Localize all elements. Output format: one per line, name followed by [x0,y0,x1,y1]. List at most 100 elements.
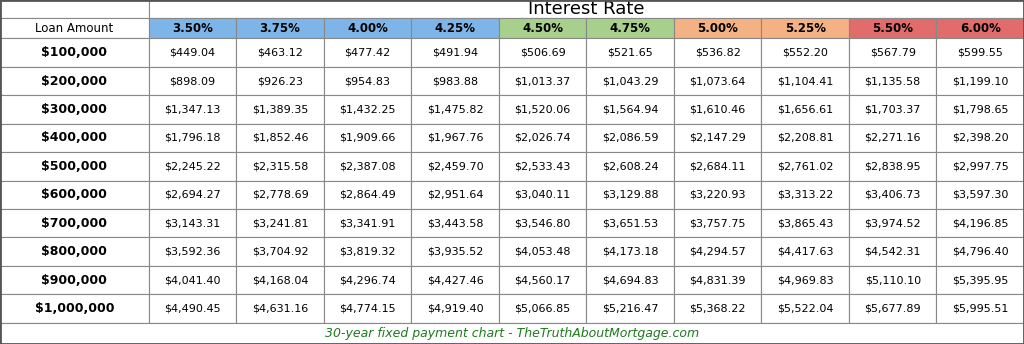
Text: 5.50%: 5.50% [872,22,913,35]
Text: $2,761.02: $2,761.02 [777,161,834,171]
Text: $800,000: $800,000 [41,245,108,258]
Bar [148,0,1024,19]
Text: $3,341.91: $3,341.91 [339,218,396,228]
Text: $100,000: $100,000 [41,46,108,59]
Bar [0,181,148,209]
Text: $983.88: $983.88 [432,76,478,86]
Bar [324,294,412,323]
Text: $4,427.46: $4,427.46 [427,275,483,285]
Text: $3,819.32: $3,819.32 [339,247,396,257]
Text: $3,143.31: $3,143.31 [165,218,221,228]
Bar [674,124,762,152]
Bar [587,181,674,209]
Text: $4,542.31: $4,542.31 [864,247,921,257]
Text: $2,026.74: $2,026.74 [514,133,571,143]
Text: $900,000: $900,000 [41,273,108,287]
Text: $400,000: $400,000 [41,131,108,144]
Bar [849,294,937,323]
Bar [148,181,237,209]
Bar [237,95,324,124]
Text: $552.20: $552.20 [782,47,828,57]
Text: 5.00%: 5.00% [697,22,738,35]
Text: $4,919.40: $4,919.40 [427,303,483,313]
Bar [762,294,849,323]
Bar [674,266,762,294]
Bar [762,19,849,39]
Bar [499,124,587,152]
Text: 4.00%: 4.00% [347,22,388,35]
Text: $2,778.69: $2,778.69 [252,190,308,200]
Bar [412,39,499,67]
Text: 4.50%: 4.50% [522,22,563,35]
Bar [148,95,237,124]
Text: $1,073.64: $1,073.64 [689,76,745,86]
Bar [237,266,324,294]
Text: $1,475.82: $1,475.82 [427,105,483,115]
Bar [762,124,849,152]
Bar [499,39,587,67]
Text: $463.12: $463.12 [257,47,303,57]
Text: $2,147.29: $2,147.29 [689,133,746,143]
Bar [937,181,1024,209]
Bar [237,294,324,323]
Bar [849,67,937,95]
Bar [499,181,587,209]
Text: $4,417.63: $4,417.63 [777,247,834,257]
Text: $449.04: $449.04 [170,47,216,57]
Bar [587,95,674,124]
Bar [0,237,148,266]
Bar [237,39,324,67]
Bar [849,266,937,294]
Bar [849,39,937,67]
Text: $2,398.20: $2,398.20 [952,133,1009,143]
Text: 3.75%: 3.75% [260,22,300,35]
Bar [148,209,237,237]
Text: $3,443.58: $3,443.58 [427,218,483,228]
Bar [849,124,937,152]
Text: $4,296.74: $4,296.74 [339,275,396,285]
Text: $2,387.08: $2,387.08 [339,161,396,171]
Text: $4,560.17: $4,560.17 [514,275,570,285]
Text: $3,546.80: $3,546.80 [514,218,570,228]
Bar [148,294,237,323]
Bar [0,209,148,237]
Text: $2,951.64: $2,951.64 [427,190,483,200]
Bar [412,95,499,124]
Text: $3,757.75: $3,757.75 [689,218,745,228]
Text: Interest Rate: Interest Rate [528,0,645,18]
Bar [674,237,762,266]
Bar [499,152,587,181]
Text: $2,608.24: $2,608.24 [602,161,658,171]
Text: 4.75%: 4.75% [609,22,650,35]
Bar [324,266,412,294]
Text: $500,000: $500,000 [41,160,108,173]
Text: $2,838.95: $2,838.95 [864,161,921,171]
Bar [674,95,762,124]
Text: $1,043.29: $1,043.29 [602,76,658,86]
Text: $3,592.36: $3,592.36 [165,247,221,257]
Bar [937,95,1024,124]
Bar [412,152,499,181]
Text: $300,000: $300,000 [41,103,108,116]
Text: $1,000,000: $1,000,000 [35,302,114,315]
Bar [762,181,849,209]
Bar [324,124,412,152]
Bar [587,209,674,237]
Text: $5,395.95: $5,395.95 [952,275,1009,285]
Text: $1,564.94: $1,564.94 [602,105,658,115]
Bar [324,39,412,67]
Bar [587,266,674,294]
Text: $1,432.25: $1,432.25 [339,105,396,115]
Text: 30-year fixed payment chart - TheTruthAboutMortgage.com: 30-year fixed payment chart - TheTruthAb… [325,327,699,340]
Text: $4,796.40: $4,796.40 [952,247,1009,257]
Text: $926.23: $926.23 [257,76,303,86]
Bar [674,39,762,67]
Text: 6.00%: 6.00% [959,22,1000,35]
Text: $2,245.22: $2,245.22 [164,161,221,171]
Text: $1,520.06: $1,520.06 [514,105,570,115]
Text: $3,040.11: $3,040.11 [514,190,570,200]
Bar [674,152,762,181]
Text: $600,000: $600,000 [41,188,108,201]
Text: $4,490.45: $4,490.45 [164,303,221,313]
Bar [674,181,762,209]
